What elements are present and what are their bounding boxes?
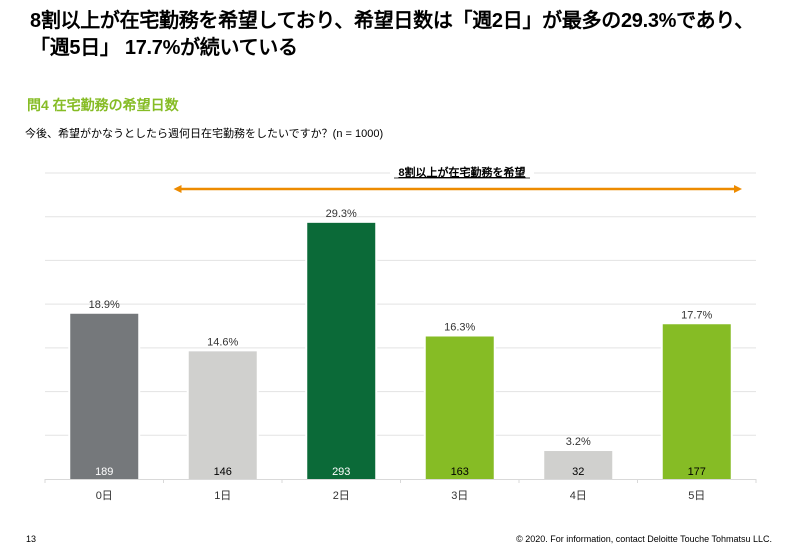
bar-0 [70, 313, 139, 479]
x-tick-label: 3日 [451, 490, 468, 502]
count-label: 293 [332, 466, 350, 478]
annotation-label: 8割以上が在宅勤務を希望 [398, 165, 525, 179]
count-label: 32 [572, 466, 584, 478]
question-text: 今後、希望がかなうとしたら週何日在宅勤務をしたいですか？(n = 1000) [25, 128, 384, 140]
bar-3 [425, 336, 494, 479]
count-label: 189 [95, 466, 113, 478]
bars [68, 222, 733, 479]
count-label: 146 [214, 466, 232, 478]
x-tick-label: 0日 [96, 490, 113, 502]
count-label: 177 [688, 466, 706, 478]
x-axis: 0日 1日 2日 3日 4日 5日 [44, 479, 757, 502]
section-title: 問4 在宅勤務の希望日数 [27, 97, 179, 113]
headline-line-2: 「週5日」 17.7%が続いている [30, 37, 298, 59]
value-label: 29.3% [326, 208, 357, 220]
annotation-label-bg [390, 163, 534, 179]
x-tick-label: 2日 [333, 490, 350, 502]
value-label: 18.9% [89, 299, 120, 311]
bar-5 [662, 324, 731, 479]
bar-4 [544, 451, 613, 479]
copyright-notice: © 2020. For information, contact Deloitt… [516, 534, 772, 544]
headline: 8割以上が在宅勤務を希望しており、希望日数は「週2日」が最多の29.3%であり、… [30, 8, 790, 62]
x-tick-label: 1日 [214, 490, 231, 502]
bar-2 [307, 222, 376, 479]
arrow-head-left [173, 185, 182, 193]
headline-line-1: 8割以上が在宅勤務を希望しており、希望日数は「週2日」が最多の29.3%であり、 [30, 10, 754, 32]
annotation: 8割以上が在宅勤務を希望 [173, 163, 742, 193]
gridlines [45, 172, 756, 436]
x-tick-label: 5日 [688, 490, 705, 502]
data-labels: 18.9% 189 14.6% 146 29.3% 293 16.3% 163 3.2% 32 17… [89, 208, 713, 478]
value-label: 16.3% [444, 321, 475, 333]
value-label: 3.2% [566, 436, 591, 448]
page-number: 13 [26, 534, 37, 544]
value-label: 17.7% [681, 309, 712, 321]
x-tick-label: 4日 [570, 490, 587, 502]
bar-1 [188, 351, 257, 479]
count-label: 163 [451, 466, 469, 478]
value-label: 14.6% [207, 336, 238, 348]
arrow-head-right [734, 185, 742, 193]
